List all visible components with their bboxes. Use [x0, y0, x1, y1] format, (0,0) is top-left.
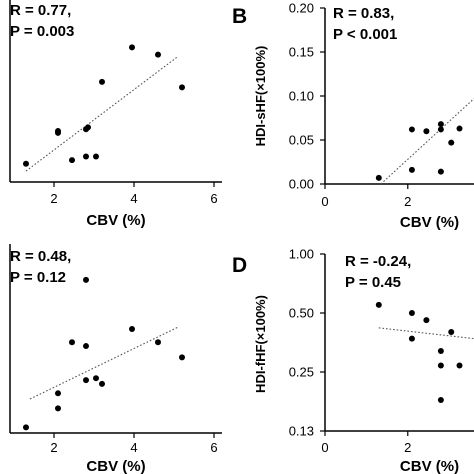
p-value-text: P = 0.45 [345, 274, 401, 291]
data-point [456, 362, 463, 369]
data-point [448, 328, 455, 335]
panel-letter: D [232, 254, 247, 277]
data-point [437, 362, 444, 369]
y-tick-label: 0.15 [289, 45, 314, 60]
r-value-text: R = 0.77, [10, 2, 71, 19]
data-point [99, 380, 105, 387]
x-tick-label: 4 [130, 440, 137, 455]
data-point [93, 153, 99, 160]
r-value-text: R = 0.83, [333, 5, 394, 22]
x-tick-label: 2 [404, 194, 411, 209]
x-tick-label: 6 [210, 440, 217, 455]
panel-c: 2 4 6 CBV (%) R = 0.48, P = 0.12 [9, 244, 222, 474]
panel-a: 2 4 6 CBV (%) R = 0.77, P = 0.003 [9, 0, 222, 229]
y-axis-title: HDI-fHF(×100%) [253, 295, 268, 393]
data-point [69, 157, 75, 164]
data-point [375, 301, 382, 308]
data-point [437, 168, 444, 175]
y-tick-label: 0.05 [289, 133, 314, 148]
p-value-text: P = 0.12 [10, 269, 66, 286]
trend-line [378, 327, 474, 340]
y-tick-label: 0.20 [289, 1, 314, 16]
data-point [423, 128, 430, 135]
data-point [179, 84, 185, 91]
data-point [408, 166, 415, 173]
y-tick-label: 0.50 [289, 306, 314, 321]
data-point [55, 390, 61, 397]
y-axis-title: HDI-sHF(×100%) [253, 46, 268, 147]
y-tick-label: 0.10 [289, 89, 314, 104]
data-point [375, 174, 382, 181]
trend-line [25, 55, 179, 172]
p-value-text: P = 0.003 [10, 23, 74, 40]
data-point [55, 405, 61, 412]
data-point [155, 339, 161, 346]
data-point [83, 276, 89, 283]
data-point [155, 51, 161, 58]
data-point [93, 375, 99, 382]
data-point [437, 347, 444, 354]
x-tick-label: 2 [50, 440, 57, 455]
data-point [437, 126, 444, 133]
data-point [408, 126, 415, 133]
x-axis-title: CBV (%) [400, 458, 459, 474]
y-tick-label: 1.00 [289, 247, 314, 262]
x-axis-title: CBV (%) [86, 212, 145, 229]
data-point [85, 124, 91, 131]
x-axis-title: CBV (%) [400, 214, 459, 231]
data-point [83, 343, 89, 350]
trend-line [380, 98, 474, 185]
y-tick-label: 0.25 [289, 365, 314, 380]
data-point [55, 128, 61, 135]
y-tick-label: 0.13 [289, 424, 314, 439]
trend-line [29, 326, 179, 400]
data-point [23, 424, 29, 431]
data-point [69, 339, 75, 346]
x-tick-label: 2 [404, 440, 411, 455]
x-tick-label: 2 [50, 191, 57, 206]
data-point [408, 335, 415, 342]
y-tick-label: 0.00 [289, 177, 314, 192]
data-point [23, 160, 29, 167]
x-tick-label: 0 [321, 440, 328, 455]
x-tick-label: 0 [321, 194, 328, 209]
r-value-text: R = -0.24, [345, 253, 411, 270]
data-point [99, 78, 105, 85]
x-tick-label: 4 [130, 191, 137, 206]
data-point [408, 310, 415, 316]
data-point [129, 44, 135, 51]
p-value-text: P < 0.001 [333, 26, 397, 43]
data-point [179, 354, 185, 361]
data-point [423, 317, 430, 324]
panel-d: 0 2 1.00 0.50 0.25 0.13 CBV (%) HDI-fHF(×100%) D… [232, 247, 474, 474]
x-tick-label: 6 [210, 191, 217, 206]
data-point [456, 125, 463, 132]
data-point [437, 396, 444, 403]
data-point [437, 121, 444, 128]
r-value-text: R = 0.48, [10, 248, 71, 265]
panel-letter: B [232, 5, 247, 28]
data-point [448, 139, 455, 146]
x-axis-title: CBV (%) [86, 458, 145, 474]
data-point [83, 377, 89, 384]
panel-b: 0 2 0.20 0.15 0.10 0.05 0.00 CBV (%) HDI-sHF(×10… [232, 1, 474, 231]
data-point [129, 326, 135, 333]
data-point [83, 153, 89, 160]
